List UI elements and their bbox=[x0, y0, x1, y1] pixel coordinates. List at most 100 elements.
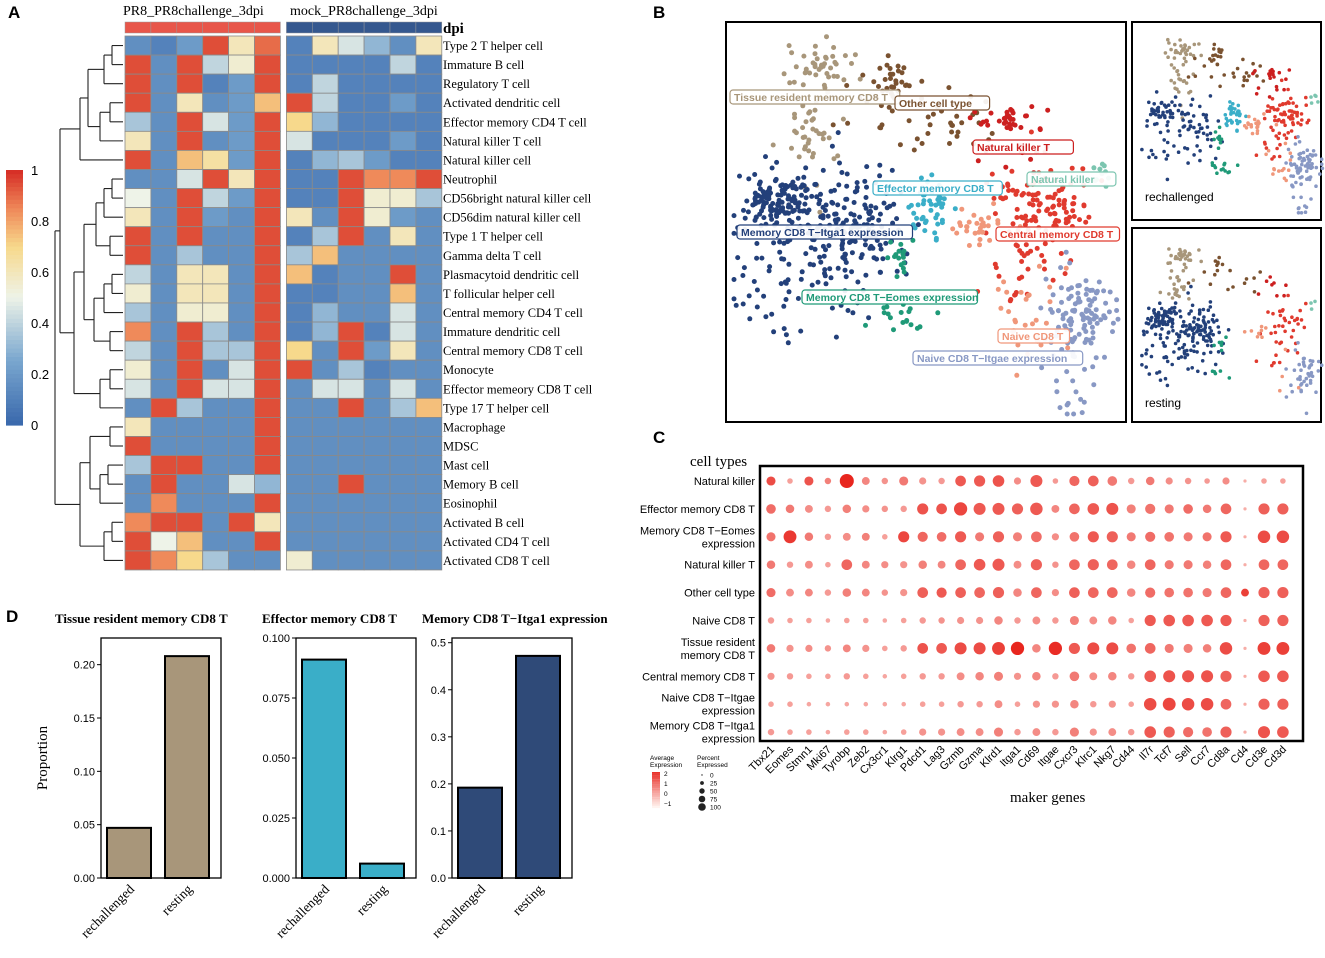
umap-point bbox=[822, 273, 828, 279]
heatmap-cell bbox=[285, 416, 313, 437]
umap-point bbox=[950, 226, 956, 232]
umap-point bbox=[839, 170, 845, 175]
dotplot-dot bbox=[1277, 587, 1289, 599]
umap-point bbox=[974, 220, 980, 226]
umap-point-rechallenged bbox=[1303, 164, 1308, 168]
bar bbox=[301, 658, 347, 879]
heatmap-cell bbox=[124, 416, 152, 437]
umap-point bbox=[731, 213, 737, 219]
heatmap-cell bbox=[415, 302, 443, 323]
umap-point bbox=[906, 83, 912, 89]
dotplot-dot bbox=[844, 617, 850, 624]
umap-point bbox=[822, 61, 827, 67]
heatmap-cell bbox=[150, 283, 178, 304]
umap-point bbox=[744, 198, 750, 204]
umap-point bbox=[889, 108, 895, 114]
umap-point-rechallenged bbox=[1169, 78, 1173, 83]
umap-point-resting bbox=[1195, 329, 1199, 334]
dotplot-dot bbox=[900, 589, 908, 597]
umap-point-resting bbox=[1167, 292, 1171, 296]
umap-point bbox=[1054, 389, 1060, 395]
umap-point-resting bbox=[1308, 378, 1313, 383]
umap-point bbox=[800, 208, 806, 214]
umap-point-resting bbox=[1201, 335, 1206, 339]
dotplot-row-label: Naive CD8 T−Itgae bbox=[661, 693, 755, 705]
dotplot-dot bbox=[861, 532, 870, 541]
umap-point-rechallenged bbox=[1299, 211, 1304, 215]
dotplot-dot bbox=[804, 504, 813, 513]
umap-point-rechallenged bbox=[1284, 178, 1288, 183]
heatmap-cell bbox=[389, 130, 417, 151]
heatmap-cell bbox=[176, 169, 204, 189]
heatmap-cell bbox=[150, 436, 178, 456]
heatmap-row-label: Effector memory CD4 T cell bbox=[443, 115, 587, 129]
umap-point-resting bbox=[1168, 276, 1173, 280]
umap-point-rechallenged bbox=[1178, 103, 1182, 107]
umap-point bbox=[1019, 259, 1025, 264]
heatmap-cell bbox=[389, 493, 417, 514]
umap-point-rechallenged bbox=[1204, 115, 1208, 120]
umap-point-rechallenged bbox=[1180, 110, 1184, 115]
umap-point bbox=[841, 205, 847, 211]
legend-percent-tick: 50 bbox=[710, 789, 718, 796]
heatmap-cell bbox=[202, 169, 229, 189]
umap-cluster-label: Natural killer T bbox=[977, 142, 1051, 154]
umap-point-rechallenged bbox=[1235, 121, 1240, 126]
heatmap-cell bbox=[124, 226, 152, 247]
umap-point-rechallenged bbox=[1184, 59, 1188, 64]
umap-point bbox=[806, 148, 812, 154]
legend-expression-swatch bbox=[652, 775, 660, 778]
heatmap-cell bbox=[254, 150, 281, 170]
dotplot-dot bbox=[1126, 504, 1136, 514]
umap-point-rechallenged bbox=[1273, 114, 1277, 119]
umap-point bbox=[833, 219, 839, 225]
umap-point-resting bbox=[1277, 324, 1281, 328]
umap-point-resting bbox=[1291, 328, 1296, 333]
dotplot-dot bbox=[1164, 531, 1175, 542]
heatmap-cell bbox=[337, 245, 365, 266]
umap-point-rechallenged bbox=[1235, 66, 1240, 71]
umap-point bbox=[793, 64, 799, 70]
umap-point-rechallenged bbox=[1221, 167, 1225, 171]
umap-point-rechallenged bbox=[1314, 165, 1319, 170]
umap-point-rechallenged bbox=[1281, 120, 1286, 124]
umap-point bbox=[845, 308, 851, 313]
dotplot-dot bbox=[1163, 614, 1175, 627]
umap-point-rechallenged bbox=[1275, 108, 1279, 112]
umap-point-resting bbox=[1203, 330, 1207, 334]
dotplot-dot bbox=[1200, 697, 1214, 711]
umap-point-resting bbox=[1219, 348, 1224, 353]
dotplot-dot bbox=[1277, 614, 1289, 627]
dotplot-row-label: Central memory CD8 T bbox=[642, 671, 755, 683]
umap-point-rechallenged bbox=[1191, 53, 1196, 58]
heatmap-cell bbox=[363, 512, 391, 533]
umap-point-rechallenged bbox=[1304, 169, 1309, 173]
dotplot-dot bbox=[994, 700, 1003, 709]
heatmap-row-label: Macrophage bbox=[443, 420, 506, 434]
umap-point-rechallenged bbox=[1172, 81, 1177, 85]
colorbar-segment bbox=[6, 293, 23, 299]
heatmap-cell bbox=[311, 397, 339, 418]
dotplot-dot bbox=[1069, 615, 1079, 626]
dotplot-row-label: Effector memory CD8 T bbox=[640, 504, 755, 516]
heatmap-row-label: Neutrophil bbox=[443, 173, 498, 187]
colorbar-segment bbox=[6, 323, 23, 328]
umap-point bbox=[925, 131, 931, 136]
umap-point bbox=[919, 78, 925, 84]
umap-point bbox=[1057, 405, 1063, 411]
dotplot-dot bbox=[1202, 504, 1212, 514]
dotplot-dot bbox=[1220, 503, 1232, 515]
umap-point-resting bbox=[1264, 279, 1269, 284]
legend-expression-swatch bbox=[652, 786, 660, 789]
umap-point-rechallenged bbox=[1148, 112, 1153, 117]
umap-point bbox=[835, 202, 841, 208]
umap-point bbox=[1028, 156, 1034, 162]
umap-point-rechallenged bbox=[1182, 124, 1187, 128]
dotplot-dot bbox=[919, 728, 927, 736]
umap-point bbox=[1034, 245, 1040, 251]
umap-point bbox=[1080, 166, 1086, 172]
umap-point bbox=[864, 184, 869, 190]
umap-point-rechallenged bbox=[1208, 57, 1212, 61]
umap-point-resting bbox=[1217, 255, 1221, 260]
legend-expression-swatch bbox=[652, 806, 660, 809]
